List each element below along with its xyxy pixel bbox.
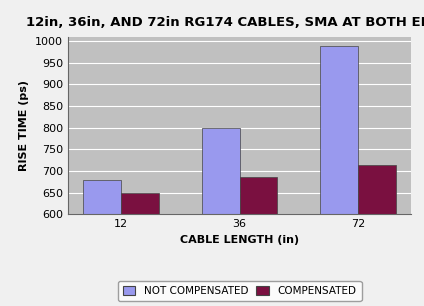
Bar xyxy=(320,46,358,306)
Legend: NOT COMPENSATED, COMPENSATED: NOT COMPENSATED, COMPENSATED xyxy=(117,281,362,301)
Bar xyxy=(121,192,159,306)
X-axis label: CABLE LENGTH (in): CABLE LENGTH (in) xyxy=(180,235,299,244)
Bar xyxy=(240,177,277,306)
Bar xyxy=(358,165,396,306)
Bar xyxy=(202,128,240,306)
Bar xyxy=(84,180,121,306)
Y-axis label: RISE TIME (ps): RISE TIME (ps) xyxy=(20,80,29,171)
Title: 12in, 36in, AND 72in RG174 CABLES, SMA AT BOTH ENDS: 12in, 36in, AND 72in RG174 CABLES, SMA A… xyxy=(26,16,424,28)
